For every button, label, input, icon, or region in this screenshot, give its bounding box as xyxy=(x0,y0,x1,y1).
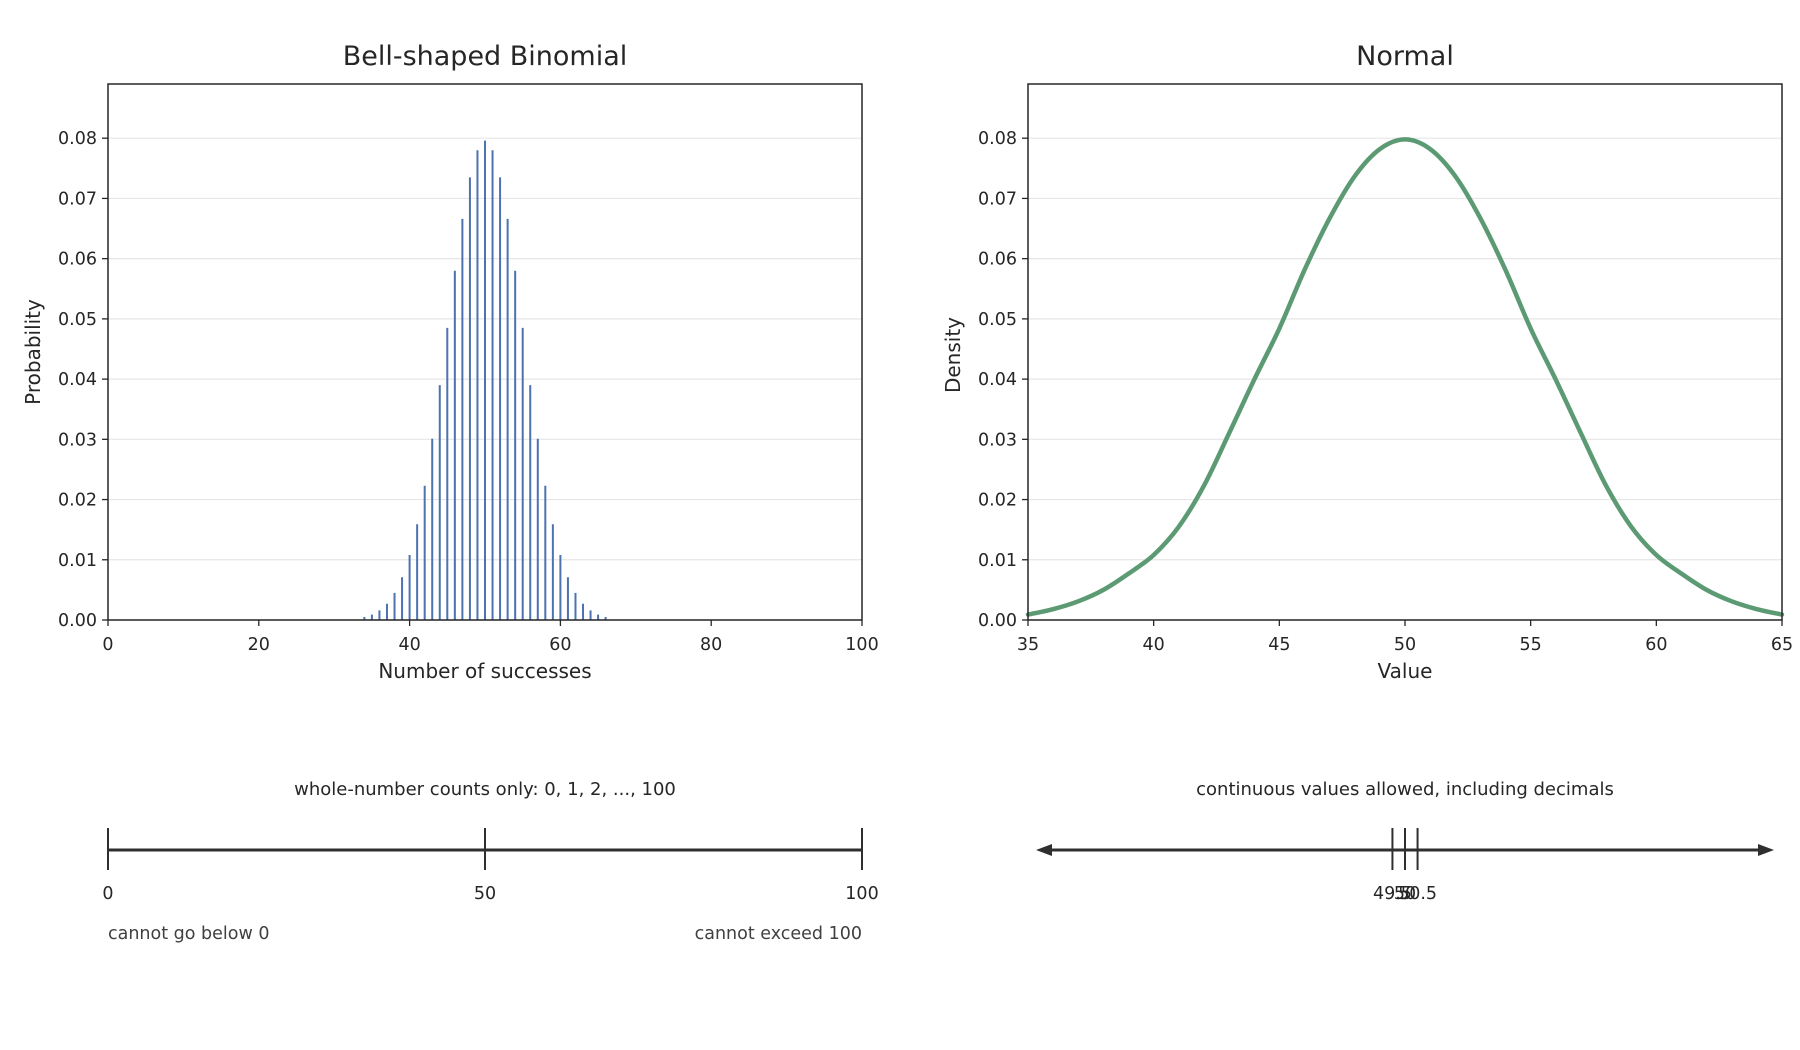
normal-density-curve xyxy=(1025,137,1785,617)
binomial-y-ticks: 0.00 0.01 0.02 0.03 0.04 0.05 0.06 0.07 0.08 xyxy=(58,129,108,631)
normal-gridlines xyxy=(1028,137,1782,621)
continuous-number-line-label: 50.5 xyxy=(1398,884,1437,904)
normal-chart-title: Normal xyxy=(1356,41,1454,72)
normal-x-tick-label: 45 xyxy=(1268,635,1290,655)
normal-y-axis-label: Density xyxy=(941,317,965,393)
normal-y-tick-label: 0.02 xyxy=(978,491,1017,511)
normal-chart: Normal 0.000.010.020.030.040.050.060.070… xyxy=(941,41,1793,683)
right-arrow-icon xyxy=(1758,844,1774,856)
normal-y-tick-label: 0.05 xyxy=(978,310,1017,330)
binomial-x-axis-label: Number of successes xyxy=(378,659,591,683)
binomial-y-tick-label: 0.04 xyxy=(58,370,97,390)
normal-x-tick-label: 40 xyxy=(1143,635,1165,655)
normal-y-tick-label: 0.08 xyxy=(978,129,1017,149)
continuous-number-line: continuous values allowed, including dec… xyxy=(1036,779,1774,904)
binomial-y-tick-label: 0.05 xyxy=(58,310,97,330)
continuous-number-line-label: 50 xyxy=(1394,884,1416,904)
discrete-number-line-label: 100 xyxy=(845,884,878,904)
binomial-x-tick-label: 60 xyxy=(549,635,571,655)
binomial-x-ticks: 0 20 40 60 80 100 xyxy=(102,620,879,655)
binomial-plot-frame xyxy=(107,83,863,621)
binomial-y-tick-label: 0.02 xyxy=(58,491,97,511)
lower-bound-note: cannot go below 0 xyxy=(108,924,270,944)
discrete-number-line-caption: whole-number counts only: 0, 1, 2, ..., … xyxy=(294,779,676,800)
normal-y-tick-label: 0.04 xyxy=(978,370,1017,390)
binomial-chart: Bell-shaped Binomial 0.000.010.020.030.0… xyxy=(21,41,879,683)
binomial-y-tick-label: 0.06 xyxy=(58,250,97,270)
binomial-y-axis-label: Probability xyxy=(21,299,45,405)
binomial-bars xyxy=(363,140,607,620)
left-arrow-icon xyxy=(1036,844,1052,856)
normal-x-tick-label: 60 xyxy=(1645,635,1667,655)
continuous-number-line-label: 49.5 xyxy=(1373,884,1412,904)
discrete-number-line-label: 0 xyxy=(102,884,113,904)
discrete-number-line: whole-number counts only: 0, 1, 2, ..., … xyxy=(102,779,878,944)
normal-x-tick-label: 65 xyxy=(1771,635,1793,655)
binomial-x-tick-label: 0 xyxy=(102,635,113,655)
discrete-number-line-label: 50 xyxy=(474,884,496,904)
binomial-chart-title: Bell-shaped Binomial xyxy=(343,41,628,72)
normal-x-tick-label: 50 xyxy=(1394,635,1416,655)
normal-x-tick-label: 55 xyxy=(1520,635,1542,655)
normal-y-tick-label: 0.07 xyxy=(978,189,1017,209)
binomial-x-tick-label: 100 xyxy=(845,635,878,655)
binomial-x-tick-label: 40 xyxy=(398,635,420,655)
binomial-y-tick-label: 0.08 xyxy=(58,129,97,149)
binomial-x-tick-label: 20 xyxy=(248,635,270,655)
binomial-y-tick-label: 0.07 xyxy=(58,189,97,209)
normal-y-tick-label: 0.03 xyxy=(978,430,1017,450)
upper-bound-note: cannot exceed 100 xyxy=(695,924,862,944)
discrete-number-line-ticks: 0 50 100 xyxy=(102,828,879,904)
normal-x-ticks: 35 40 45 50 55 60 65 xyxy=(1017,620,1793,655)
binomial-y-tick-label: 0.01 xyxy=(58,551,97,571)
normal-y-tick-label: 0.01 xyxy=(978,551,1017,571)
binomial-y-tick-label: 0.00 xyxy=(58,611,97,631)
normal-y-tick-label: 0.06 xyxy=(978,250,1017,270)
normal-x-axis-label: Value xyxy=(1378,659,1433,683)
binomial-x-tick-label: 80 xyxy=(700,635,722,655)
normal-plot-frame xyxy=(1027,83,1783,621)
binomial-y-tick-label: 0.03 xyxy=(58,430,97,450)
continuous-number-line-caption: continuous values allowed, including dec… xyxy=(1196,779,1614,800)
normal-y-ticks: 0.00 0.01 0.02 0.03 0.04 0.05 0.06 0.07 0.08 xyxy=(978,129,1028,631)
normal-x-tick-label: 35 xyxy=(1017,635,1039,655)
normal-y-tick-label: 0.00 xyxy=(978,611,1017,631)
